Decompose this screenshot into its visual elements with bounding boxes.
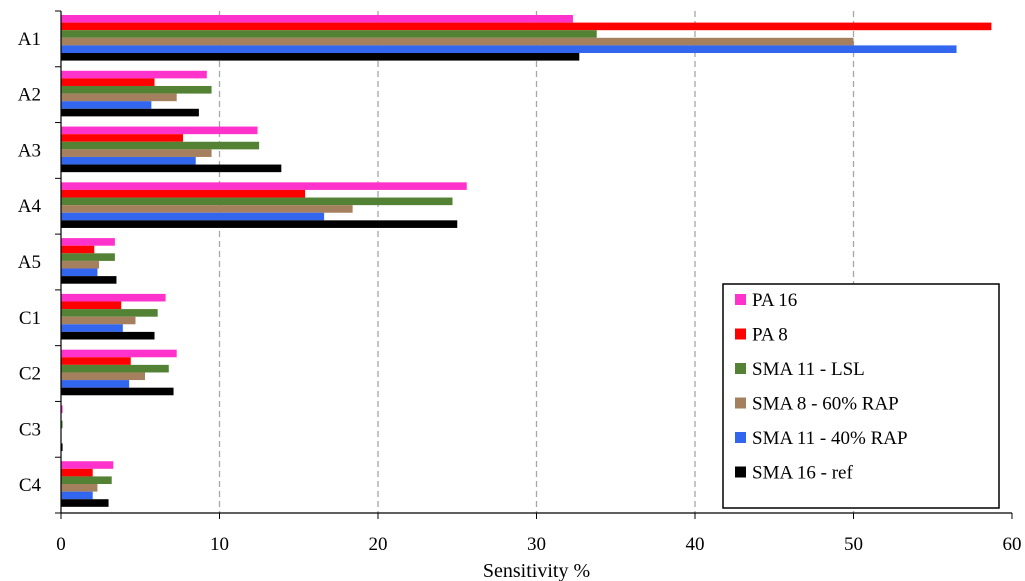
bar-A2-sma-8-60-rap (61, 94, 177, 102)
bar-C4-pa-8 (61, 469, 93, 477)
legend-swatch-pa-16 (735, 294, 746, 305)
y-tick-label-C3: C3 (19, 419, 41, 440)
legend-label: SMA 11 - 40% RAP (752, 428, 908, 449)
bar-A4-sma-11-40-rap (61, 213, 324, 221)
bar-C2-sma-16-ref (61, 388, 174, 396)
bar-C4-sma-16-ref (61, 499, 109, 507)
x-tick-label-10: 10 (210, 534, 229, 555)
bar-A2-sma-11-lsl (61, 86, 212, 94)
bar-A5-sma-11-40-rap (61, 269, 97, 277)
bar-A2-pa-8 (61, 78, 155, 86)
bar-A4-sma-8-60-rap (61, 205, 353, 213)
x-tick-label-30: 30 (527, 534, 546, 555)
bar-A1-pa-8 (61, 23, 991, 31)
y-tick-label-C2: C2 (19, 364, 41, 385)
y-tick-label-C1: C1 (19, 308, 41, 329)
bar-C1-pa-8 (61, 301, 121, 309)
legend-label: SMA 8 - 60% RAP (752, 394, 899, 415)
bar-A4-pa-8 (61, 190, 305, 198)
bar-A1-pa-16 (61, 15, 573, 23)
bar-A2-pa-16 (61, 71, 207, 79)
bar-A5-pa-16 (61, 238, 115, 246)
y-tick-label-C4: C4 (19, 475, 42, 496)
bar-A4-pa-16 (61, 182, 467, 190)
x-tick-label-60: 60 (1003, 534, 1022, 555)
bar-C1-sma-16-ref (61, 332, 155, 340)
bar-A4-sma-16-ref (61, 220, 457, 228)
bar-C1-sma-11-lsl (61, 309, 158, 317)
bar-C2-pa-16 (61, 350, 177, 358)
bar-C4-sma-11-40-rap (61, 492, 93, 500)
x-tick-labels: 0 10 20 30 40 50 60 (56, 534, 1021, 555)
bar-C1-pa-16 (61, 294, 166, 302)
bar-A2-sma-16-ref (61, 109, 199, 117)
y-tick-label-A3: A3 (18, 140, 41, 161)
legend-swatch-sma-16-ref (735, 467, 746, 478)
y-tick-label-A2: A2 (18, 85, 41, 106)
bar-A3-sma-8-60-rap (61, 149, 212, 157)
bar-A1-sma-16-ref (61, 53, 579, 61)
x-axis-title: Sensitivity % (483, 560, 590, 581)
bar-C2-sma-11-lsl (61, 365, 169, 373)
bar-A3-pa-16 (61, 127, 258, 135)
bar-A2-sma-11-40-rap (61, 101, 151, 109)
x-tick-label-50: 50 (844, 534, 863, 555)
y-tick-label-A1: A1 (18, 29, 41, 50)
bar-A5-sma-11-lsl (61, 253, 115, 261)
x-tick-label-0: 0 (56, 534, 66, 555)
legend-label: PA 8 (752, 325, 788, 346)
legend: PA 16 PA 8 SMA 11 - LSL SMA 8 - 60% RAP SMA … (723, 284, 999, 508)
bar-A5-pa-8 (61, 246, 94, 254)
bar-A5-sma-8-60-rap (61, 261, 99, 269)
bar-C4-pa-16 (61, 461, 113, 469)
bar-A3-sma-11-lsl (61, 142, 259, 150)
y-tick-label-A4: A4 (18, 196, 42, 217)
bar-C2-sma-11-40-rap (61, 380, 129, 388)
bar-A3-pa-8 (61, 134, 183, 142)
bar-C2-sma-8-60-rap (61, 372, 145, 380)
legend-swatch-sma-11-40-rap (735, 432, 746, 443)
bar-A3-sma-11-40-rap (61, 157, 196, 165)
x-tick-label-20: 20 (369, 534, 388, 555)
legend-label: PA 16 (752, 290, 797, 311)
bar-A1-sma-8-60-rap (61, 38, 854, 46)
bar-C2-pa-8 (61, 357, 131, 365)
legend-swatch-sma-11-lsl (735, 363, 746, 374)
bar-C1-sma-8-60-rap (61, 317, 135, 325)
y-tick-labels: A1 A2 A3 A4 A5 C1 C2 C3 C4 (18, 29, 42, 496)
legend-label: SMA 11 - LSL (752, 359, 865, 380)
bar-A3-sma-16-ref (61, 165, 281, 173)
bar-C4-sma-11-lsl (61, 476, 112, 484)
x-tick-label-40: 40 (686, 534, 705, 555)
bar-C1-sma-11-40-rap (61, 324, 123, 332)
bar-A1-sma-11-40-rap (61, 45, 957, 53)
legend-swatch-sma-8-60-rap (735, 398, 746, 409)
y-tick-label-A5: A5 (18, 252, 41, 273)
bar-A5-sma-16-ref (61, 276, 116, 284)
bar-A4-sma-11-lsl (61, 198, 452, 206)
bar-A1-sma-11-lsl (61, 30, 597, 38)
legend-swatch-pa-8 (735, 329, 746, 340)
legend-label: SMA 16 - ref (752, 463, 853, 484)
bar-C4-sma-8-60-rap (61, 484, 97, 492)
